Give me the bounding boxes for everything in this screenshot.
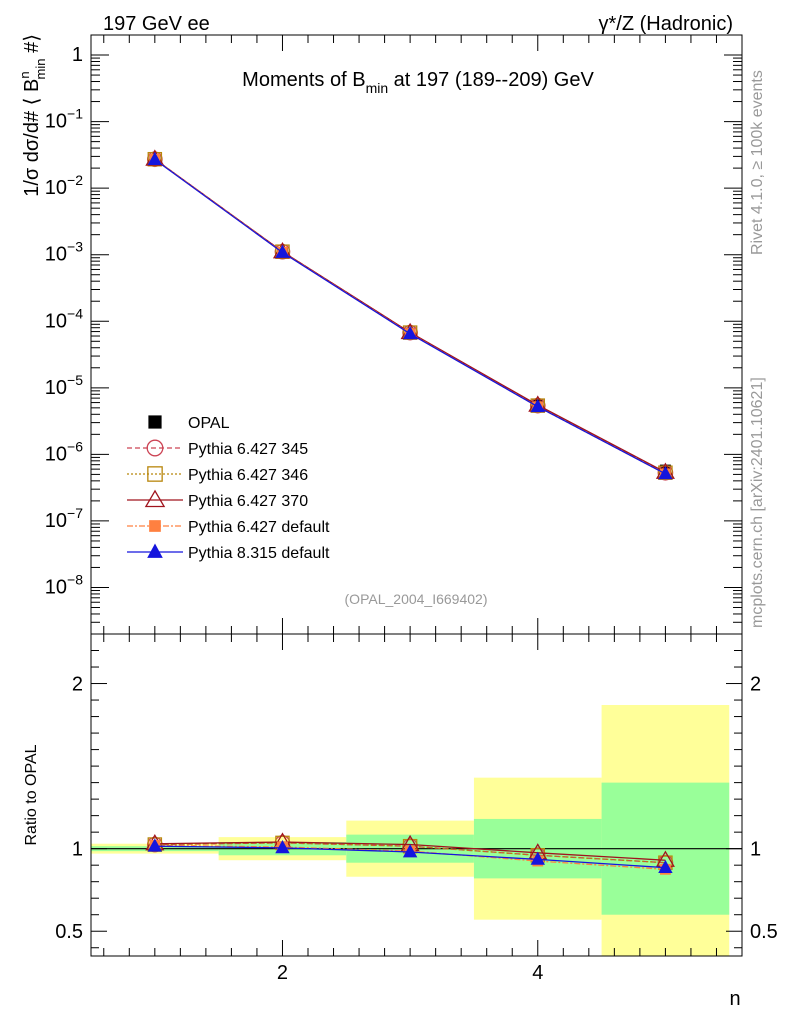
ylabel-sub: min [33,58,48,79]
ratio-series-point [402,844,418,858]
series-point [658,466,673,480]
legend-marker [147,466,163,482]
main-plot-title: Moments of Bmin at 197 (189--209) GeV [242,69,594,96]
legend-label: Pythia 6.427 370 [188,493,308,510]
series-point [147,151,163,166]
series-point [402,325,418,340]
y-tick-label: 10−7 [45,505,83,532]
ylabel-pre: 1/σ dσ/d# ⟨ B [21,79,43,197]
y-tick-label: 1 [72,44,83,66]
legend-label: Pythia 8.315 default [188,545,330,562]
legend-label-opal: OPAL [188,415,230,432]
ratio-y-tick-label-right: 2 [750,674,761,696]
y-tick-label: 10−2 [45,172,83,199]
series-line [154,158,666,474]
y-tick-label: 10−6 [45,438,83,465]
x-tick-label: 4 [532,962,543,984]
x-axis-label: n [729,988,740,1010]
analysis-watermark: (OPAL_2004_I669402) [345,591,488,607]
rivet-version-label: Rivet 4.1.0, ≥ 100k events [749,70,766,255]
series-line [154,158,666,473]
series-line [154,159,666,475]
y-tick-label: 10−1 [45,106,83,133]
legend-label: Pythia 6.427 345 [188,441,308,458]
legend-marker [146,439,164,457]
y-tick-label: 10−8 [45,571,83,598]
series-line [154,158,666,475]
ratio-y-tick-label-right: 0.5 [750,921,778,943]
header-left-label: 197 GeV ee [103,13,210,35]
ylabel-sup: n [17,71,32,78]
series-point [530,398,545,413]
ylabel-post: #⟩ [21,34,43,58]
main-y-axis-label: 1/σ dσ/d# ⟨ Bnmin #⟩ [17,34,48,197]
ratio-y-tick-label-right: 1 [750,839,761,861]
y-tick-label: 10−4 [45,305,83,332]
ratio-series-point [147,838,163,852]
ratio-y-axis-label: Ratio to OPAL [23,744,40,845]
title-post: at 197 (189--209) GeV [388,69,594,91]
header-right-label: γ*/Z (Hadronic) [599,13,733,35]
ratio-y-tick-label-left: 0.5 [55,921,83,943]
ratio-series-line [154,842,666,864]
legend-marker [144,489,166,508]
series-line [154,158,666,474]
legend-label: Pythia 6.427 346 [188,467,308,484]
title-pre: Moments of B [242,69,365,91]
y-tick-label: 10−5 [45,372,83,399]
ratio-y-tick-label-left: 2 [72,674,83,696]
legend-marker [149,520,161,532]
ratio-series-point [658,859,673,874]
ratio-series-point [530,851,545,865]
series-point [275,244,290,258]
legend-marker-opal [148,415,162,429]
x-tick-label: 2 [277,962,288,984]
legend-marker [147,543,163,558]
title-sub: min [366,80,389,96]
ratio-y-tick-label-left: 1 [72,839,83,861]
ratio-plot-frame [90,633,743,957]
y-tick-label: 10−3 [45,239,83,266]
legend-label: Pythia 6.427 default [188,519,330,536]
ratio-series-point [275,840,290,854]
mcplots-label: mcplots.cern.ch [arXiv:2401.10621] [749,377,766,628]
